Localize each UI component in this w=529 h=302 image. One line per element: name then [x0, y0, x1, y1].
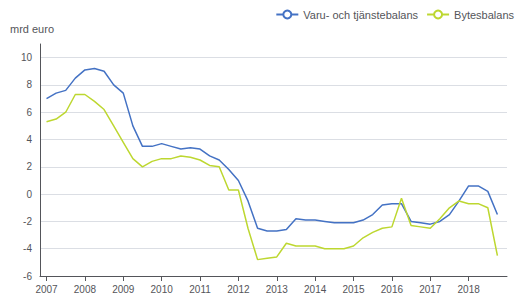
svg-text:10: 10: [21, 52, 33, 63]
svg-text:2015: 2015: [342, 284, 365, 295]
svg-text:Bytesbalans: Bytesbalans: [454, 9, 514, 21]
svg-text:2011: 2011: [189, 284, 211, 295]
svg-text:2017: 2017: [419, 284, 442, 295]
svg-text:2016: 2016: [381, 284, 404, 295]
svg-text:2: 2: [26, 161, 32, 172]
svg-text:2018: 2018: [458, 284, 481, 295]
svg-text:2007: 2007: [35, 284, 58, 295]
svg-text:2014: 2014: [304, 284, 327, 295]
svg-text:2013: 2013: [266, 284, 289, 295]
svg-text:6: 6: [26, 107, 32, 118]
svg-text:mrd euro: mrd euro: [10, 23, 54, 35]
svg-text:2008: 2008: [74, 284, 97, 295]
svg-text:-2: -2: [23, 216, 32, 227]
svg-text:0: 0: [26, 189, 32, 200]
svg-text:2010: 2010: [151, 284, 174, 295]
svg-text:Varu- och tjänstebalans: Varu- och tjänstebalans: [303, 9, 418, 21]
svg-text:8: 8: [26, 79, 32, 90]
svg-text:-4: -4: [23, 243, 32, 254]
svg-text:2009: 2009: [112, 284, 135, 295]
svg-text:-6: -6: [23, 271, 32, 282]
svg-text:2012: 2012: [227, 284, 250, 295]
svg-text:4: 4: [26, 134, 32, 145]
